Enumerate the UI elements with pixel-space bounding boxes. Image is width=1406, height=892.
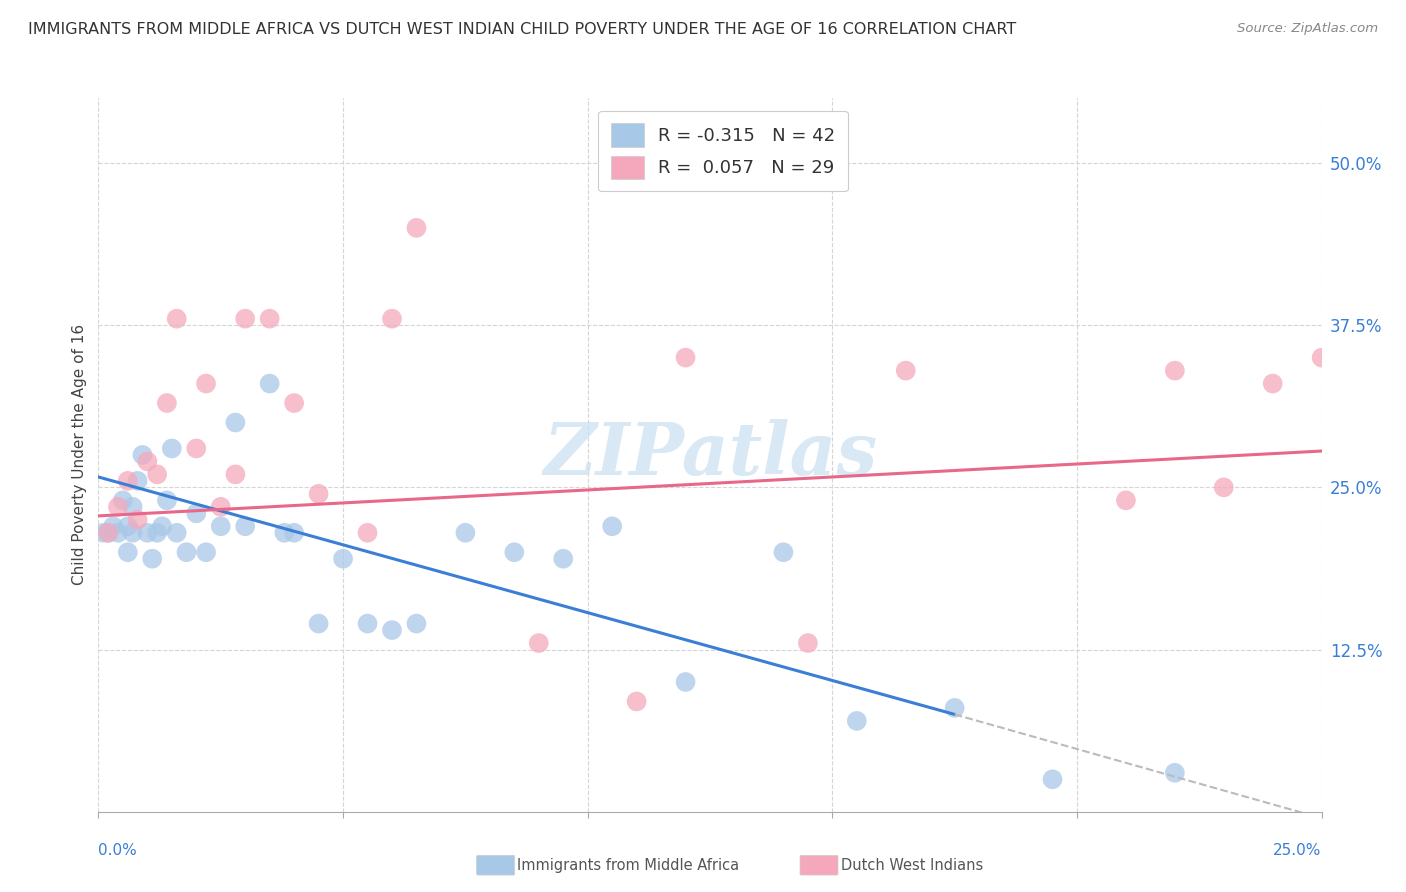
Point <box>224 416 246 430</box>
Point <box>107 500 129 514</box>
Text: Immigrants from Middle Africa: Immigrants from Middle Africa <box>517 858 740 872</box>
Point <box>1164 363 1187 377</box>
Point <box>503 545 526 559</box>
Point <box>209 500 232 514</box>
Point <box>381 311 404 326</box>
Point <box>107 525 129 540</box>
Text: IMMIGRANTS FROM MIDDLE AFRICA VS DUTCH WEST INDIAN CHILD POVERTY UNDER THE AGE O: IMMIGRANTS FROM MIDDLE AFRICA VS DUTCH W… <box>28 22 1017 37</box>
Point <box>209 519 232 533</box>
Point <box>141 551 163 566</box>
Point <box>845 714 868 728</box>
Point <box>97 525 120 540</box>
Point <box>117 474 139 488</box>
Point <box>166 311 188 326</box>
Point <box>454 525 477 540</box>
Point <box>943 701 966 715</box>
Point <box>1310 351 1333 365</box>
Point <box>1042 772 1064 787</box>
Point <box>127 474 149 488</box>
Point <box>136 525 159 540</box>
Point <box>772 545 794 559</box>
Point <box>156 493 179 508</box>
Point <box>797 636 820 650</box>
Point <box>259 311 281 326</box>
Point <box>894 363 917 377</box>
Point <box>527 636 550 650</box>
Point <box>1115 493 1137 508</box>
Point <box>127 513 149 527</box>
Point <box>160 442 183 456</box>
Point <box>91 525 114 540</box>
Point <box>332 551 354 566</box>
Point <box>146 467 169 482</box>
Point <box>117 519 139 533</box>
Point <box>356 616 378 631</box>
Point <box>186 506 208 520</box>
Point <box>233 519 256 533</box>
Point <box>1261 376 1284 391</box>
Point <box>259 376 281 391</box>
Point <box>675 675 697 690</box>
Point <box>156 396 179 410</box>
Point <box>600 519 623 533</box>
Point <box>233 311 256 326</box>
Point <box>381 623 404 637</box>
Point <box>626 694 648 708</box>
Point <box>150 519 173 533</box>
Point <box>308 487 330 501</box>
Text: 0.0%: 0.0% <box>98 843 138 858</box>
Point <box>283 396 305 410</box>
Point <box>101 519 124 533</box>
Y-axis label: Child Poverty Under the Age of 16: Child Poverty Under the Age of 16 <box>72 325 87 585</box>
Legend: R = -0.315   N = 42, R =  0.057   N = 29: R = -0.315 N = 42, R = 0.057 N = 29 <box>599 111 848 192</box>
Point <box>675 351 697 365</box>
Point <box>195 545 218 559</box>
Point <box>283 525 305 540</box>
Point <box>308 616 330 631</box>
Point <box>273 525 295 540</box>
Point <box>111 493 134 508</box>
Point <box>136 454 159 468</box>
Point <box>131 448 153 462</box>
Point <box>195 376 218 391</box>
Point <box>405 616 427 631</box>
Point <box>356 525 378 540</box>
Point <box>166 525 188 540</box>
Point <box>117 545 139 559</box>
Point <box>176 545 198 559</box>
Text: ZIPatlas: ZIPatlas <box>543 419 877 491</box>
Point <box>97 525 120 540</box>
Point <box>224 467 246 482</box>
Point <box>405 220 427 235</box>
Text: Source: ZipAtlas.com: Source: ZipAtlas.com <box>1237 22 1378 36</box>
Point <box>121 525 143 540</box>
Point <box>1164 765 1187 780</box>
Text: 25.0%: 25.0% <box>1274 843 1322 858</box>
Point <box>553 551 575 566</box>
Point <box>186 442 208 456</box>
Point <box>1212 480 1234 494</box>
Point <box>121 500 143 514</box>
Text: Dutch West Indians: Dutch West Indians <box>841 858 983 872</box>
Point <box>146 525 169 540</box>
